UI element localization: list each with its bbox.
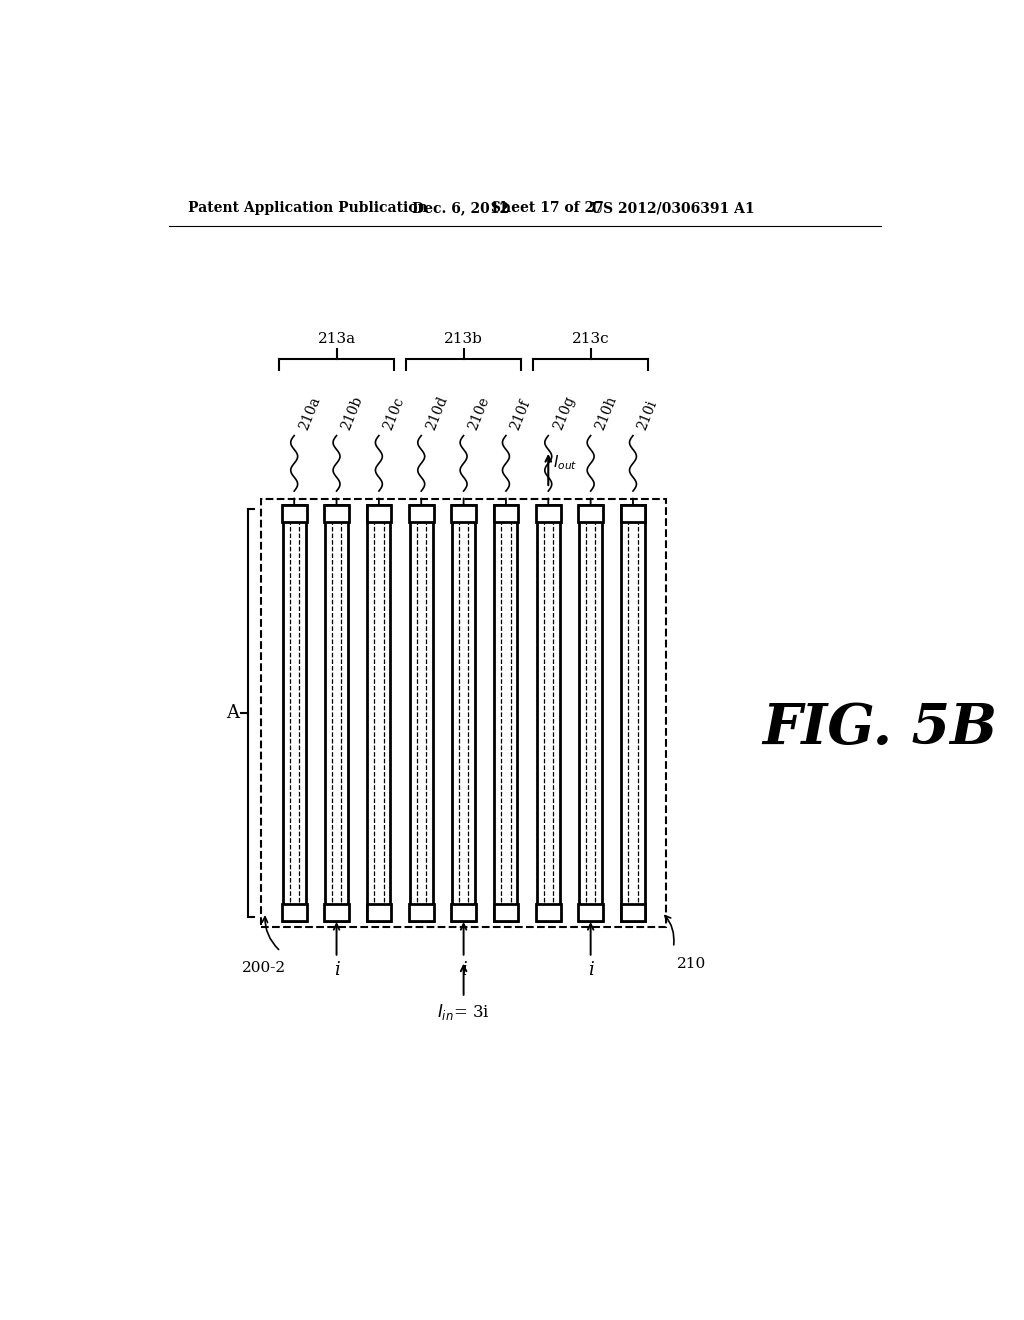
Bar xyxy=(282,506,306,521)
Text: 210f: 210f xyxy=(508,397,534,432)
Text: 210h: 210h xyxy=(593,393,620,432)
Bar xyxy=(536,506,560,521)
Text: US 2012/0306391 A1: US 2012/0306391 A1 xyxy=(591,202,755,215)
Bar xyxy=(621,904,645,921)
Text: $I_{in}$= 3i: $I_{in}$= 3i xyxy=(437,1002,489,1022)
Text: 213c: 213c xyxy=(571,333,609,346)
Bar xyxy=(580,506,602,921)
Bar xyxy=(367,506,391,521)
Text: 210a: 210a xyxy=(297,395,323,432)
Bar xyxy=(579,904,603,921)
Bar xyxy=(452,904,476,921)
Bar xyxy=(325,506,349,521)
Text: Dec. 6, 2012: Dec. 6, 2012 xyxy=(412,202,509,215)
Bar xyxy=(452,506,476,521)
Bar xyxy=(579,506,603,521)
Bar xyxy=(452,506,475,921)
Text: Patent Application Publication: Patent Application Publication xyxy=(188,202,428,215)
Text: 210i: 210i xyxy=(635,397,659,432)
Bar xyxy=(409,904,433,921)
Bar xyxy=(622,506,644,921)
Text: $I_{out}$: $I_{out}$ xyxy=(553,453,578,473)
Text: i: i xyxy=(588,961,594,978)
Bar xyxy=(325,904,349,921)
Bar xyxy=(367,904,391,921)
Bar xyxy=(537,506,560,921)
Text: i: i xyxy=(334,961,339,978)
Bar xyxy=(282,904,306,921)
Text: 210c: 210c xyxy=(381,395,407,432)
Bar xyxy=(410,506,433,921)
Bar xyxy=(494,904,518,921)
Text: Sheet 17 of 27: Sheet 17 of 27 xyxy=(490,202,604,215)
Bar xyxy=(495,506,517,921)
Text: 210g: 210g xyxy=(551,393,577,432)
Bar xyxy=(536,904,560,921)
Bar xyxy=(283,506,306,921)
Text: 213b: 213b xyxy=(444,333,483,346)
Text: FIG. 5B: FIG. 5B xyxy=(762,701,997,755)
Bar xyxy=(368,506,390,921)
Text: 200-2: 200-2 xyxy=(243,961,287,974)
Text: A: A xyxy=(225,704,239,722)
Bar xyxy=(494,506,518,521)
Bar xyxy=(621,506,645,521)
Bar xyxy=(409,506,433,521)
Text: 210d: 210d xyxy=(424,393,450,432)
Text: 210b: 210b xyxy=(339,393,365,432)
Bar xyxy=(325,506,348,921)
Text: 210e: 210e xyxy=(466,395,492,432)
Bar xyxy=(261,499,666,927)
Text: 213a: 213a xyxy=(317,333,355,346)
Text: 210: 210 xyxy=(677,957,707,972)
Text: i: i xyxy=(461,961,467,978)
